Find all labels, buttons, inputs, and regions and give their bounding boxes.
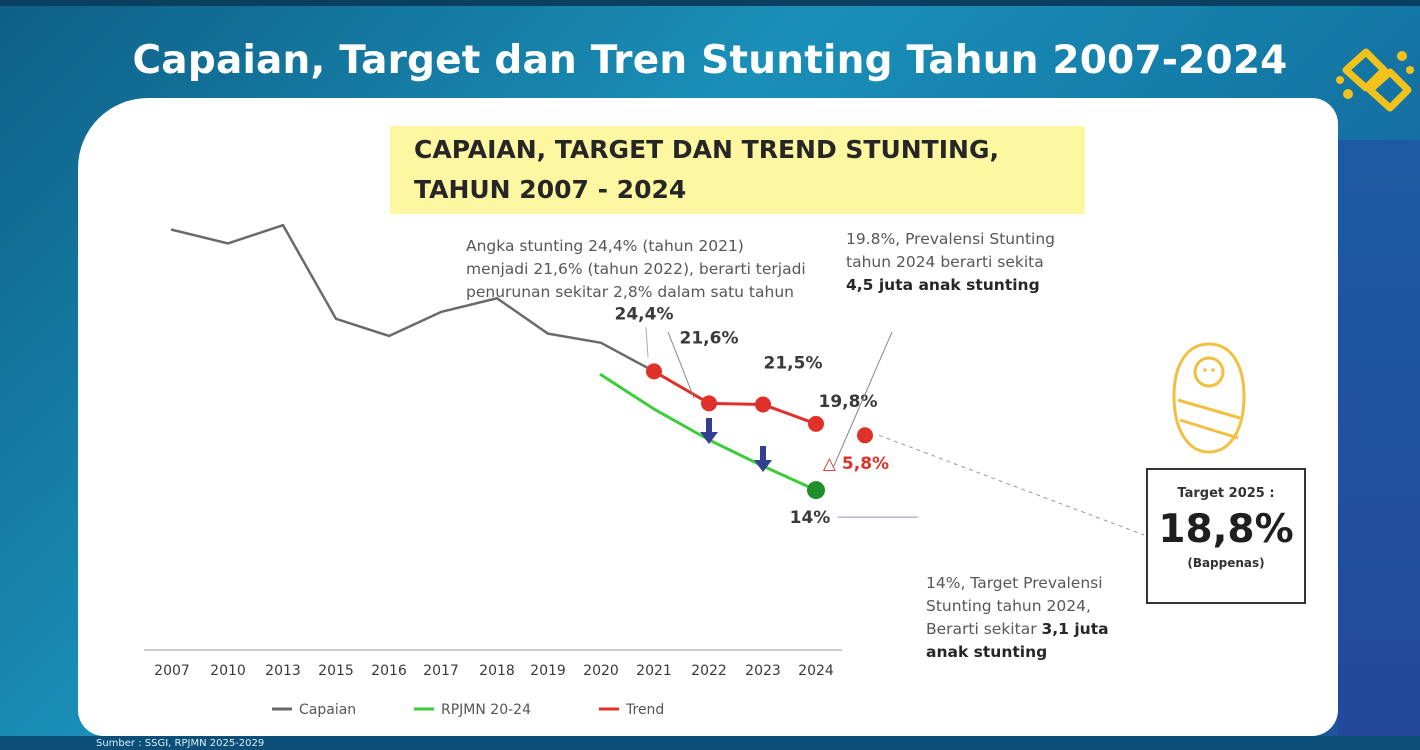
trend-point-projection <box>857 427 873 444</box>
annotation-target-text: 14%, Target Prevalensi Stunting tahun 20… <box>926 574 1103 638</box>
x-tick-label-2013: 2013 <box>265 663 301 679</box>
slide-title: Capaian, Target dan Tren Stunting Tahun … <box>132 38 1288 83</box>
x-tick-label-2017: 2017 <box>423 663 459 679</box>
x-tick-label-2024: 2024 <box>798 663 834 679</box>
arrow-shaft <box>760 446 766 462</box>
data-label-trend-2021: 24,4% <box>615 304 674 324</box>
trend-point-2021 <box>646 363 662 380</box>
trend-point-2023 <box>755 396 771 413</box>
logo-icon <box>1336 48 1414 112</box>
trend-point-2022 <box>701 395 717 412</box>
chart-title-highlight <box>390 126 1085 214</box>
down-arrow-icon-2023 <box>754 446 772 472</box>
x-tick-label-2018: 2018 <box>479 663 515 679</box>
data-label-trend-2023: 21,5% <box>764 353 823 373</box>
x-tick-label-2021: 2021 <box>636 663 672 679</box>
x-tick-label-2022: 2022 <box>691 663 727 679</box>
target-box: Target 2025 : 18,8% (Bappenas) <box>1146 468 1306 604</box>
bottom-band <box>0 736 1420 750</box>
baby-icon <box>1172 342 1246 454</box>
annotation-leader-1 <box>667 331 695 399</box>
data-label-trend-2022: 21,6% <box>680 328 739 348</box>
annotation-2024-prevalence: 19.8%, Prevalensi Stunting tahun 2024 be… <box>846 228 1066 297</box>
annotation-2024-bold: 4,5 juta anak stunting <box>846 276 1040 294</box>
target-source: (Bappenas) <box>1187 556 1265 570</box>
x-tick-label-2015: 2015 <box>318 663 354 679</box>
source-note: Sumber : SSGI, RPJMN 2025-2029 <box>96 738 265 749</box>
arrow-head <box>754 460 772 472</box>
arrow-head <box>700 432 718 444</box>
right-band <box>1338 140 1420 750</box>
x-tick-label-2023: 2023 <box>745 663 781 679</box>
legend-label-rpjmn-20-24: RPJMN 20-24 <box>441 702 531 718</box>
chart-title: CAPAIAN, TARGET DAN TREND STUNTING, TAHU… <box>414 130 1094 210</box>
rpjmn-point-2024 <box>807 481 825 500</box>
arrow-shaft <box>706 418 712 434</box>
down-arrow-icon-2022 <box>700 418 718 444</box>
top-strip <box>0 0 1420 6</box>
legend-label-capaian: Capaian <box>299 702 356 718</box>
x-tick-label-2020: 2020 <box>583 663 619 679</box>
legend-label-trend: Trend <box>625 702 664 718</box>
data-label-rpjmn-20-24-2024: 14% <box>790 508 831 528</box>
target-label: Target 2025 : <box>1177 486 1275 501</box>
target-value: 18,8% <box>1158 507 1294 552</box>
trend-point-2024 <box>808 415 824 432</box>
x-tick-label-2019: 2019 <box>530 663 566 679</box>
series-line-trend <box>652 369 818 426</box>
chart-title-line1: CAPAIAN, TARGET DAN TREND STUNTING, <box>414 135 999 164</box>
annotation-2021-2022: Angka stunting 24,4% (tahun 2021) menjad… <box>466 237 806 301</box>
annotation-target-2024: 14%, Target Prevalensi Stunting tahun 20… <box>926 572 1116 664</box>
x-tick-label-2007: 2007 <box>154 663 190 679</box>
x-tick-label-2016: 2016 <box>371 663 407 679</box>
annotation-leader-2 <box>832 331 893 469</box>
x-tick-label-2010: 2010 <box>210 663 246 679</box>
chart-title-line2: TAHUN 2007 - 2024 <box>414 175 687 204</box>
annotation-target-bold: 3,1 juta anak stunting <box>926 620 1109 661</box>
projection-connector <box>878 434 1145 536</box>
delta-label: △ 5,8% <box>823 454 889 474</box>
leader-line-2021 <box>645 327 649 358</box>
series-line-capaian <box>170 223 656 373</box>
annotation-2024-text: 19.8%, Prevalensi Stunting tahun 2024 be… <box>846 230 1055 271</box>
data-label-trend-2024: 19,8% <box>819 392 878 412</box>
